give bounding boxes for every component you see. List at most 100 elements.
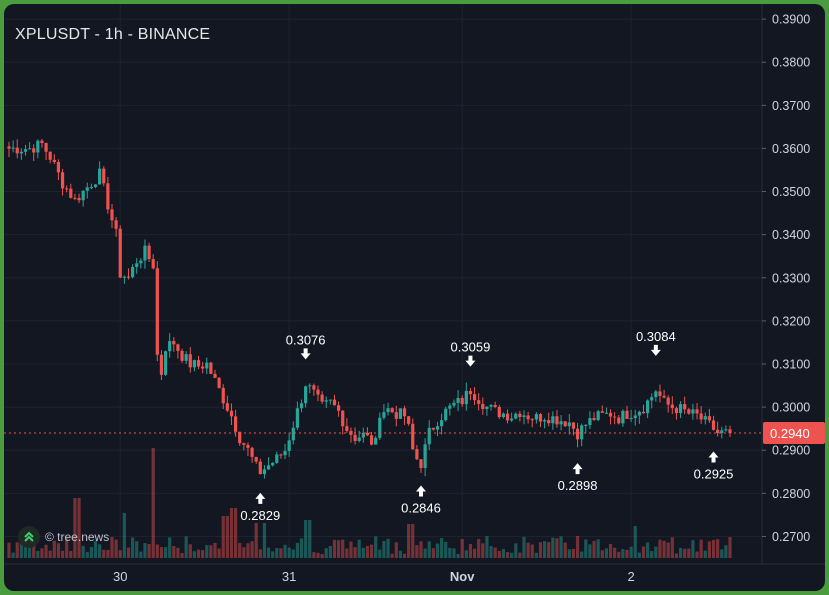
volume-bar xyxy=(621,549,625,558)
candle-body xyxy=(724,429,728,431)
volume-bar xyxy=(571,548,576,558)
candle-body xyxy=(299,403,304,409)
price-tick-label: 0.3500 xyxy=(772,185,810,199)
volume-bar xyxy=(349,541,353,558)
annotation-low-label: 0.2829 xyxy=(240,508,280,523)
volume-bar xyxy=(65,537,69,558)
candle-body xyxy=(716,429,720,434)
candle-body xyxy=(337,405,341,411)
candle-body xyxy=(460,398,464,405)
volume-bar xyxy=(205,545,209,558)
volume-bar xyxy=(73,498,77,558)
annotation-high-label: 0.3059 xyxy=(451,340,491,355)
candle-body xyxy=(584,424,588,426)
candle-body xyxy=(501,413,505,418)
chart-frame: 0.2829 0.3076 0.2846 0.3059 0.2898 0.3084 0.29… xyxy=(4,4,825,591)
annotation-low-label: 0.2925 xyxy=(694,466,734,481)
candle-body xyxy=(168,341,172,352)
volume-bar xyxy=(139,551,143,558)
price-tick-label: 0.2700 xyxy=(772,530,810,544)
time-axis[interactable]: 30 31 Nov 2 xyxy=(4,563,825,584)
volume-bar xyxy=(419,541,423,558)
volume-bar xyxy=(555,538,559,558)
volume-bar xyxy=(238,542,242,558)
candle-body xyxy=(654,391,658,398)
candle-body xyxy=(720,430,724,434)
price-tick-label: 0.3100 xyxy=(772,357,810,371)
candle-body xyxy=(621,410,625,424)
volume-bar xyxy=(102,549,106,558)
volume-bar xyxy=(225,516,229,558)
candle-body xyxy=(497,406,501,418)
candle-body xyxy=(728,429,732,433)
price-tick-label: 0.3400 xyxy=(772,228,810,242)
candle-body xyxy=(547,420,551,424)
volume-bar xyxy=(683,548,687,558)
volume-bar xyxy=(196,549,201,558)
volume-bar xyxy=(85,552,89,558)
volume-bar xyxy=(201,550,205,558)
volume-bar xyxy=(613,547,617,558)
price-chart[interactable]: 0.2829 0.3076 0.2846 0.3059 0.2898 0.3084 0.29… xyxy=(4,4,825,591)
volume-bar xyxy=(135,541,139,558)
volume-bar xyxy=(229,508,234,558)
arrow-up-icon xyxy=(255,492,266,504)
candle-body xyxy=(308,385,312,387)
volume-bar xyxy=(168,537,172,558)
candle-body xyxy=(196,360,201,367)
volume-bar xyxy=(580,551,584,558)
candle-body xyxy=(279,454,283,456)
price-tick-label: 0.3300 xyxy=(772,271,810,285)
volume-bar xyxy=(320,553,324,558)
arrow-down-icon xyxy=(300,348,311,360)
volume-bar xyxy=(341,539,345,558)
candle-body xyxy=(555,416,559,425)
volume-bar xyxy=(69,551,73,558)
volume-bar xyxy=(674,553,679,558)
price-tick-label: 0.3600 xyxy=(772,142,810,156)
candle-body xyxy=(40,140,44,143)
candle-body xyxy=(518,413,522,418)
candle-body xyxy=(345,426,349,431)
volume-bar xyxy=(720,549,724,558)
candle-body xyxy=(534,414,538,420)
volume-bar xyxy=(584,539,588,558)
volume-bar xyxy=(460,539,464,558)
volume-bar xyxy=(77,498,81,558)
candle-body xyxy=(440,420,444,427)
volume-bar xyxy=(81,545,85,558)
volume-bar xyxy=(522,536,526,558)
candle-body xyxy=(522,415,526,418)
volume-bar xyxy=(11,552,15,558)
candle-body xyxy=(131,266,135,278)
candle-body xyxy=(65,188,69,190)
candle-body xyxy=(139,260,143,264)
candle-body xyxy=(514,413,518,419)
candle-body xyxy=(266,465,271,470)
volume-bar xyxy=(304,520,308,558)
volume-bar xyxy=(423,548,427,558)
candle-body xyxy=(159,354,164,375)
candle-body xyxy=(431,427,435,430)
candle-body xyxy=(48,151,52,160)
volume-bar xyxy=(707,541,711,558)
volume-bar xyxy=(505,552,510,558)
annotation-low-label: 0.2898 xyxy=(558,478,598,493)
candle-body xyxy=(283,451,287,456)
watermark-text: © tree.news xyxy=(45,530,110,544)
volume-bar xyxy=(32,542,36,558)
price-axis[interactable]: 0.3900 0.3800 0.3700 0.3600 0.3500 0.3400 0.33… xyxy=(761,4,825,564)
candle-body xyxy=(77,197,81,201)
candle-body xyxy=(596,411,600,420)
volume-bar xyxy=(98,544,102,558)
candle-body xyxy=(229,410,234,417)
candle-body xyxy=(435,426,440,430)
volume-bar xyxy=(262,523,267,558)
candle-body xyxy=(304,386,308,404)
volume-bar xyxy=(234,508,238,558)
candle-body xyxy=(662,395,666,398)
candle-body xyxy=(658,391,662,396)
volume-bar xyxy=(324,548,328,558)
candle-body xyxy=(15,147,19,154)
volume-bar xyxy=(374,536,378,558)
